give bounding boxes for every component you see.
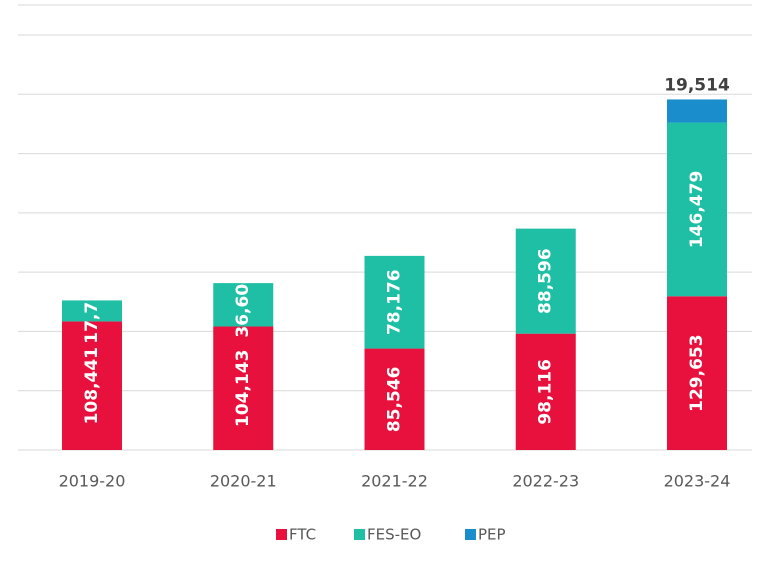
data-label: 146,479 bbox=[687, 171, 707, 248]
legend-swatch bbox=[465, 529, 476, 540]
data-label: 98,116 bbox=[536, 359, 556, 425]
x-tick-label: 2022-23 bbox=[512, 472, 579, 491]
data-label: 88,596 bbox=[536, 248, 556, 314]
data-label: 108,441 bbox=[82, 347, 102, 424]
x-tick-label: 2020-21 bbox=[210, 472, 277, 491]
data-label: 129,653 bbox=[687, 334, 707, 411]
legend-swatch bbox=[276, 529, 287, 540]
data-label: 19,514 bbox=[664, 75, 730, 95]
bar-segment bbox=[62, 300, 122, 322]
bar-segment bbox=[515, 228, 576, 334]
bar-segment bbox=[213, 326, 274, 450]
bar-segment bbox=[213, 283, 274, 327]
legend-label: FES-EO bbox=[367, 526, 421, 544]
data-label: 78,176 bbox=[385, 269, 405, 335]
data-label: 36,604 bbox=[233, 272, 253, 338]
x-tick-label: 2023-24 bbox=[664, 472, 731, 491]
data-label: 104,143 bbox=[233, 350, 253, 427]
x-tick-label: 2019-20 bbox=[59, 472, 126, 491]
bar-segment bbox=[667, 296, 727, 450]
bar-segment bbox=[62, 321, 122, 450]
legend-label: FTC bbox=[289, 526, 316, 544]
data-label: 85,546 bbox=[385, 366, 405, 432]
bar-segment bbox=[667, 122, 727, 297]
bar-segment bbox=[364, 255, 425, 349]
x-tick-label: 2021-22 bbox=[361, 472, 428, 491]
data-label: 17,724 bbox=[82, 278, 102, 344]
legend-swatch bbox=[354, 529, 365, 540]
bar-segment bbox=[364, 348, 425, 450]
bar-segment bbox=[667, 99, 727, 123]
bar-segment bbox=[515, 333, 576, 450]
legend-label: PEP bbox=[478, 526, 506, 544]
